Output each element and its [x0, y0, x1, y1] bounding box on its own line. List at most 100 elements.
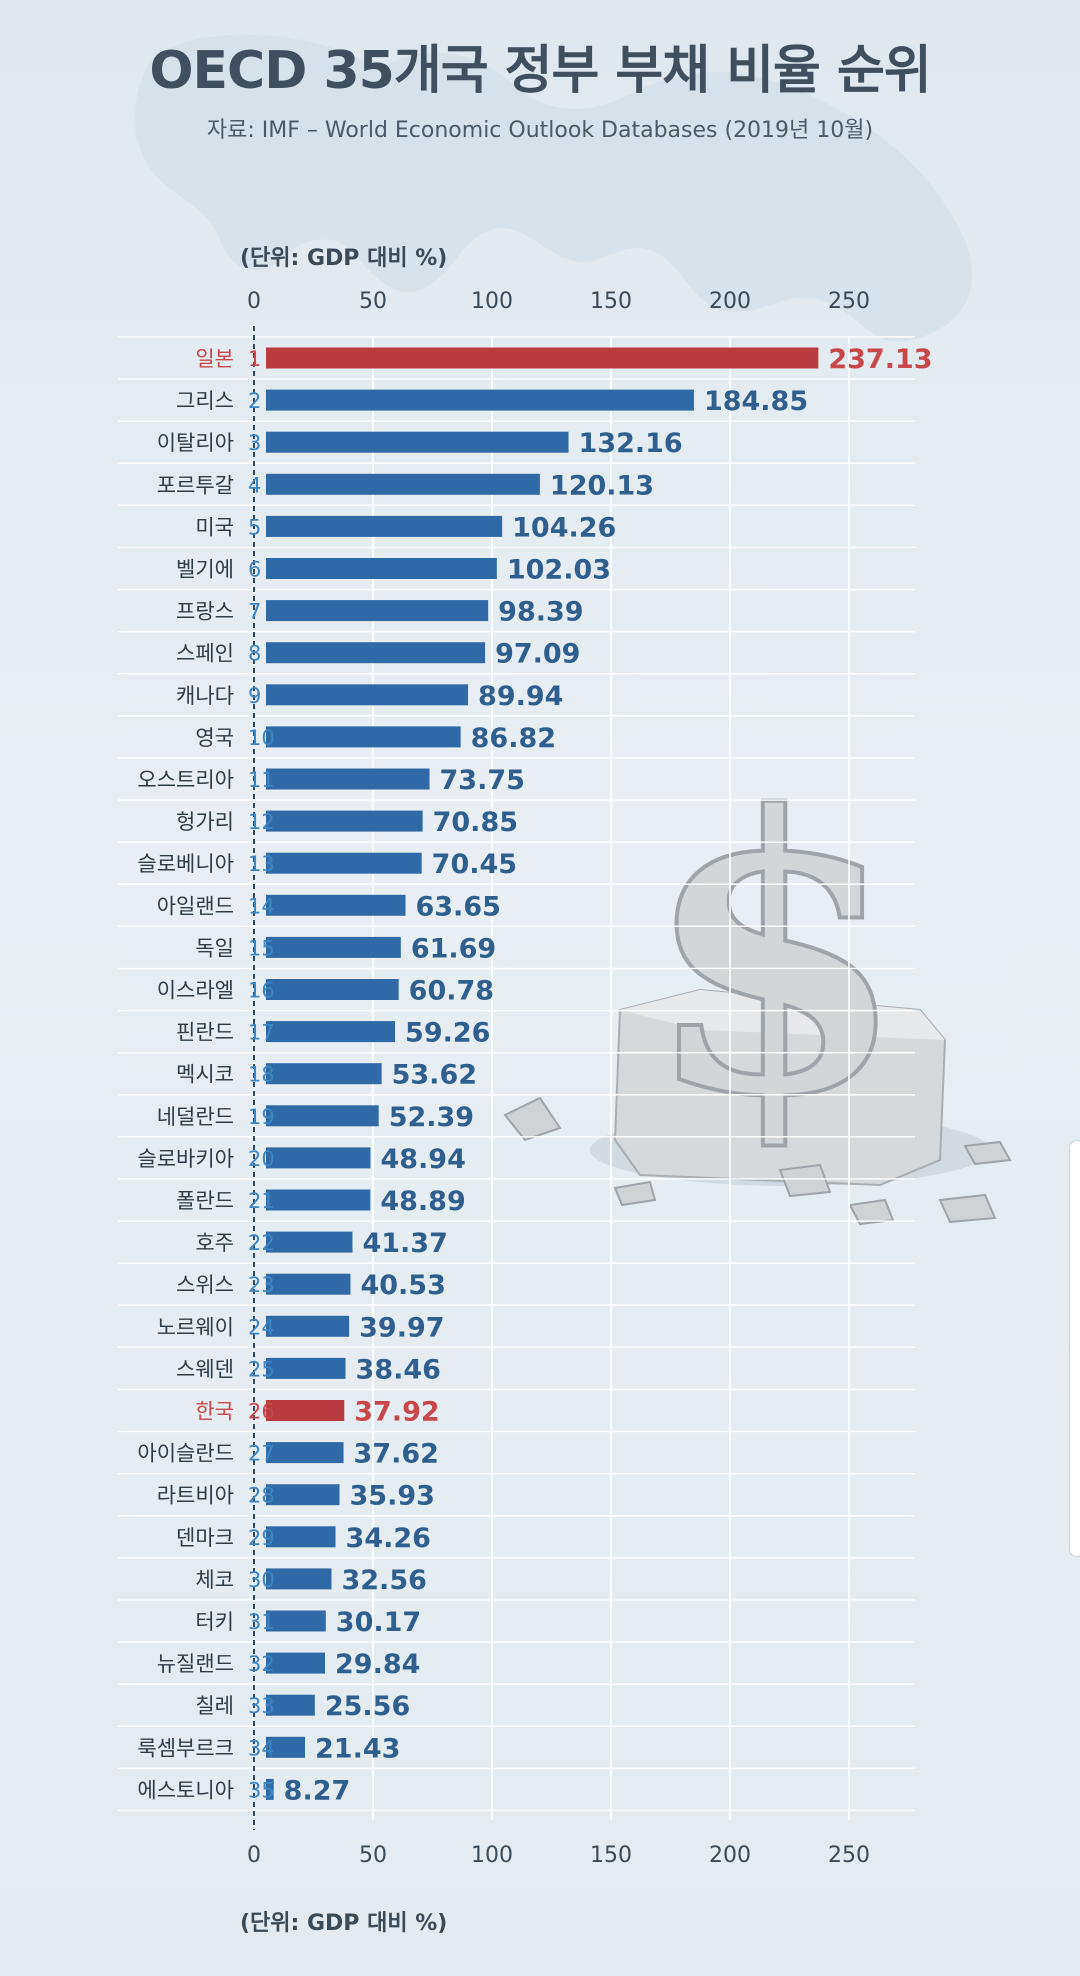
- value-label: 70.85: [433, 807, 518, 838]
- category-label: 독일: [195, 936, 234, 960]
- bar: [266, 558, 497, 579]
- unit-label-bottom: (단위: GDP 대비 %): [240, 1911, 448, 1936]
- rank-label: 17: [248, 1021, 275, 1045]
- bar: [266, 1694, 315, 1716]
- category-label: 일본: [195, 347, 234, 371]
- world-map-background: [134, 34, 972, 342]
- value-label: 8.27: [284, 1775, 351, 1806]
- rank-label: 7: [248, 600, 261, 624]
- value-label: 32.56: [341, 1565, 426, 1596]
- category-label: 에스토니아: [137, 1778, 234, 1802]
- category-label: 호주: [195, 1231, 234, 1255]
- x-tick-label-bottom: 150: [590, 1843, 632, 1868]
- value-label: 38.46: [356, 1354, 441, 1385]
- rank-label: 10: [248, 726, 275, 750]
- bar: [266, 1021, 396, 1043]
- rank-label: 26: [248, 1400, 275, 1424]
- value-label: 41.37: [362, 1228, 447, 1259]
- value-label: 52.39: [389, 1102, 474, 1133]
- value-label: 102.03: [507, 555, 611, 586]
- value-label: 29.84: [335, 1649, 420, 1680]
- category-label: 미국: [195, 515, 234, 539]
- rank-label: 31: [248, 1610, 275, 1634]
- bar: [266, 1652, 326, 1674]
- value-label: 35.93: [350, 1481, 435, 1512]
- rank-label: 16: [248, 979, 275, 1003]
- bar: [266, 1442, 344, 1464]
- bar: [266, 1063, 382, 1085]
- bar: [266, 1526, 336, 1548]
- unit-label-top: (단위: GDP 대비 %): [240, 246, 448, 271]
- rank-label: 2: [248, 389, 261, 413]
- x-tick-label-bottom: 50: [359, 1843, 387, 1868]
- rank-label: 35: [248, 1778, 275, 1802]
- bar: [266, 1484, 340, 1506]
- value-label: 37.62: [354, 1439, 439, 1470]
- value-label: 30.17: [336, 1607, 421, 1638]
- value-label: 132.16: [579, 428, 683, 459]
- category-label: 이탈리아: [157, 431, 234, 455]
- bar: [266, 1610, 326, 1632]
- bar: [266, 473, 540, 495]
- rank-label: 29: [248, 1526, 275, 1550]
- rank-label: 18: [248, 1063, 275, 1087]
- bar: [266, 1105, 379, 1127]
- rank-label: 23: [248, 1273, 275, 1297]
- x-tick-label-top: 50: [359, 289, 387, 314]
- bar: [266, 1778, 274, 1800]
- bar: [266, 1147, 371, 1169]
- rank-label: 13: [248, 852, 275, 876]
- rank-label: 30: [248, 1568, 275, 1592]
- category-label: 폴란드: [176, 1189, 234, 1213]
- value-label: 184.85: [704, 386, 808, 417]
- rank-label: 15: [248, 936, 275, 960]
- rank-label: 19: [248, 1105, 275, 1129]
- category-label: 덴마크: [176, 1526, 234, 1550]
- rank-label: 25: [248, 1357, 275, 1381]
- category-label: 영국: [195, 726, 234, 750]
- rank-label: 21: [248, 1189, 275, 1213]
- dollar-sculpture-illustration: $: [503, 731, 1012, 1226]
- rank-label: 4: [248, 473, 261, 497]
- x-tick-label-bottom: 100: [471, 1843, 513, 1868]
- value-label: 40.53: [360, 1270, 445, 1301]
- category-label: 칠레: [195, 1694, 234, 1718]
- x-tick-label-top: 150: [590, 289, 632, 314]
- bar: [266, 1736, 306, 1758]
- bar: [266, 1273, 351, 1295]
- bar: [266, 936, 401, 958]
- value-label: 61.69: [411, 933, 496, 964]
- value-label: 73.75: [440, 765, 525, 796]
- x-tick-label-bottom: 250: [828, 1843, 870, 1868]
- category-label: 슬로바키아: [137, 1147, 234, 1171]
- rank-label: 27: [248, 1442, 275, 1466]
- value-label: 39.97: [359, 1312, 444, 1343]
- edge-panel-handle[interactable]: [1069, 1140, 1080, 1557]
- bar: [266, 894, 406, 916]
- rank-label: 9: [248, 684, 261, 708]
- bar: [266, 389, 694, 411]
- source-note: 자료: IMF – World Economic Outlook Databas…: [206, 118, 874, 143]
- x-tick-label-top: 0: [247, 289, 261, 314]
- grid-lines: [118, 326, 915, 1830]
- value-label: 34.26: [346, 1523, 431, 1554]
- x-tick-label-top: 200: [709, 289, 751, 314]
- value-label: 25.56: [325, 1691, 410, 1722]
- bar: [266, 768, 430, 790]
- x-tick-label-bottom: 200: [709, 1843, 751, 1868]
- value-label: 60.78: [409, 976, 494, 1007]
- value-label: 48.89: [380, 1186, 465, 1217]
- category-label: 스위스: [176, 1273, 234, 1297]
- bar: [266, 642, 486, 664]
- rank-label: 1: [248, 347, 261, 371]
- svg-text:$: $: [643, 733, 907, 1180]
- value-label: 70.45: [432, 849, 517, 880]
- category-label: 핀란드: [176, 1021, 234, 1045]
- value-label: 97.09: [495, 639, 580, 670]
- x-tick-label-top: 100: [471, 289, 513, 314]
- value-label: 98.39: [498, 597, 583, 628]
- category-label: 네덜란드: [157, 1105, 234, 1129]
- value-label: 37.92: [354, 1397, 439, 1428]
- bar: [266, 515, 503, 537]
